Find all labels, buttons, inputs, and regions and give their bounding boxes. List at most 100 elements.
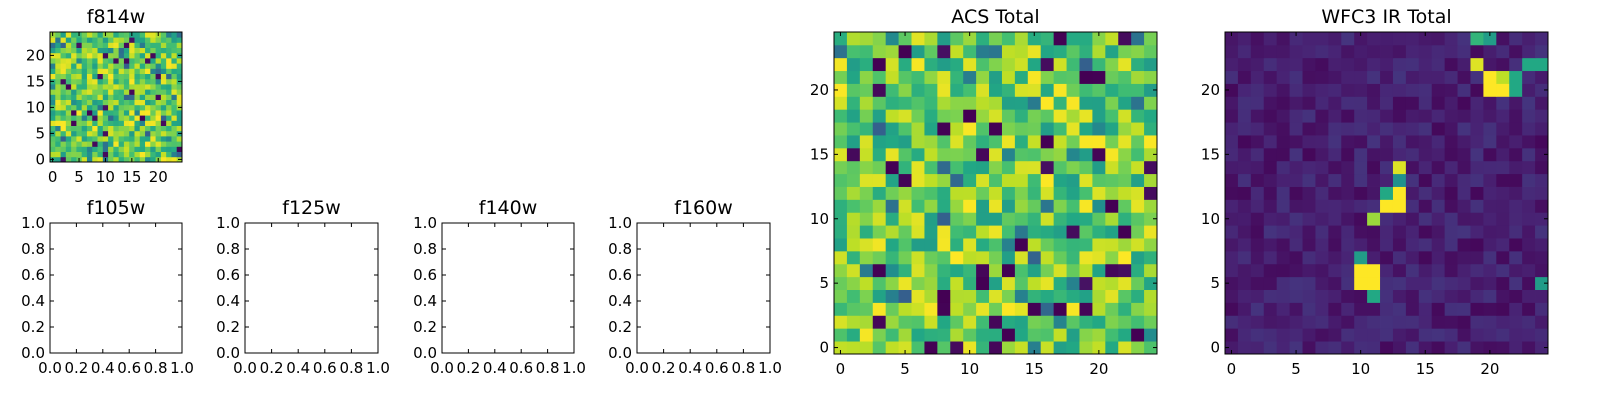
heatmap-cell [1496,289,1510,303]
heatmap-cell [1354,109,1368,123]
heatmap-cell [50,125,56,132]
heatmap-cell [97,151,104,158]
heatmap-cell [834,328,848,342]
heatmap-cell [963,289,977,303]
panel-title: f814w [87,6,146,28]
heatmap-cell [1535,109,1549,123]
heatmap-cell [1144,122,1158,136]
heatmap-cell [139,146,146,152]
heatmap-cell [1237,289,1252,303]
heatmap-cell [1483,83,1497,97]
heatmap-cell [166,78,172,85]
heatmap-cell [1535,250,1549,265]
heatmap-cell [1144,250,1158,265]
heatmap-cell [108,58,114,64]
heatmap-cell [1522,186,1536,200]
heatmap-cell [1470,44,1484,59]
heatmap-cell [1250,276,1265,290]
heatmap-cell [1105,83,1119,97]
heatmap-cell [1522,135,1536,149]
heatmap-cell [81,89,88,95]
heatmap-cell [834,135,848,149]
heatmap-cell [76,73,83,80]
heatmap-cell [92,58,98,64]
heatmap-cell [160,78,167,85]
heatmap-cell [108,63,114,69]
heatmap-cell [1027,315,1042,329]
heatmap-cell [71,63,77,69]
heatmap-cell [1341,302,1355,316]
heatmap-cell [898,70,912,84]
heatmap-cell [1380,212,1394,226]
heatmap-cell [1001,199,1016,213]
heatmap-cell [1380,135,1394,149]
heatmap-cell [145,78,151,85]
heatmap-cell [1302,83,1316,97]
heatmap-cell [846,96,861,110]
heatmap-cell [963,315,977,329]
heatmap-cell [81,52,88,59]
heatmap-cell [81,99,88,106]
heatmap-cell [1535,70,1549,84]
heatmap-cell [129,68,135,74]
heatmap-cell [846,57,861,72]
heatmap-cell [1289,276,1303,290]
heatmap-cell [71,136,77,142]
heatmap-cell [976,212,990,226]
heatmap-cell [859,276,874,290]
heatmap-cell [1431,315,1446,329]
heatmap-cell [1483,250,1497,265]
heatmap-cell [911,212,925,226]
heatmap-cell [166,73,172,80]
heatmap-cell [1483,147,1497,162]
heatmap-cell [937,44,951,59]
heatmap-cell [1341,160,1355,175]
heatmap-cell [1105,160,1119,175]
heatmap-cell [97,125,104,132]
x-tick-label: 0.6 [313,359,337,377]
heatmap-cell [1276,160,1290,175]
heatmap-cell [145,120,151,126]
heatmap-cells [1225,32,1549,355]
heatmap-cell [1263,147,1278,162]
heatmap-cell [1354,341,1368,355]
heatmap-cell [171,78,178,85]
heatmap-cell [81,120,88,126]
heatmap-cell [1302,173,1316,187]
heatmap-cell [97,89,104,95]
heatmap-cell [834,160,848,175]
heatmap-cell [1289,135,1303,149]
heatmap-cell [1470,173,1484,187]
heatmap-cell [1027,302,1042,316]
heatmap-cell [1392,109,1407,123]
heatmap-cell [55,120,61,126]
heatmap-cell [81,141,88,147]
heatmap-cell [1302,122,1316,136]
heatmap-cell [911,289,925,303]
heatmap-cell [76,47,83,54]
heatmap-cell [1509,263,1523,278]
heatmap-cell [1457,250,1471,265]
heatmap-cell [1250,44,1265,59]
heatmap-cell [1341,250,1355,265]
heatmap-cell [937,32,951,46]
heatmap-cell [859,289,874,303]
heatmap-cell [1418,186,1433,200]
heatmap-cell [1066,328,1080,342]
heatmap-cell [1014,109,1029,123]
heatmap-cell [1225,302,1239,316]
heatmap-cell [176,136,183,142]
heatmap-cell [55,78,61,85]
heatmap-cell [1040,341,1055,355]
heatmap-cell [1066,32,1080,46]
heatmap-cell [1225,109,1239,123]
heatmap-cell [92,42,98,48]
heatmap-cell [1144,83,1158,97]
heatmap-cell [859,186,874,200]
heatmap-cell [1483,160,1497,175]
heatmap-cell [911,83,925,97]
heatmap-cell [123,141,130,147]
heatmap-cell [1496,315,1510,329]
heatmap-cell [65,58,72,64]
heatmap-cell [1001,135,1016,149]
